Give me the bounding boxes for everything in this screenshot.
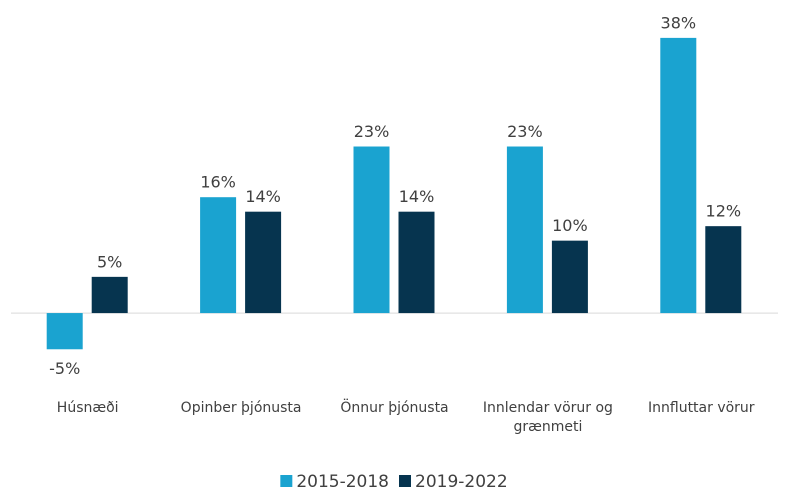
x-tick-label: Húsnæði — [56, 400, 119, 416]
bar — [660, 37, 697, 314]
bar — [551, 240, 588, 314]
bar — [200, 197, 237, 314]
data-label: 14% — [399, 187, 435, 206]
legend-label: 2015-2018 — [296, 472, 389, 490]
data-label: 12% — [706, 202, 742, 221]
data-label: 14% — [245, 187, 281, 206]
x-tick-label: Innlendar vörur og grænmeti — [482, 400, 613, 435]
legend-swatch — [280, 475, 293, 487]
legend-swatch — [399, 475, 411, 487]
bar — [91, 276, 128, 314]
bar — [353, 146, 390, 314]
data-label: -5% — [49, 359, 80, 378]
bar — [705, 226, 742, 314]
data-label: 16% — [200, 173, 236, 192]
data-label: 38% — [661, 13, 697, 32]
bar — [245, 211, 282, 314]
x-tick-label: Önnur þjónusta — [340, 400, 449, 416]
data-label: 23% — [354, 122, 390, 141]
data-label: 5% — [97, 252, 122, 271]
legend-label: 2019-2022 — [415, 472, 508, 490]
data-label: 23% — [507, 122, 543, 141]
data-label: 10% — [552, 216, 588, 235]
bar — [46, 313, 83, 350]
x-tick-label: Innfluttar vörur — [648, 400, 755, 416]
x-tick-label: Opinber þjónusta — [180, 400, 302, 416]
bar — [506, 146, 543, 314]
bar — [398, 211, 435, 314]
